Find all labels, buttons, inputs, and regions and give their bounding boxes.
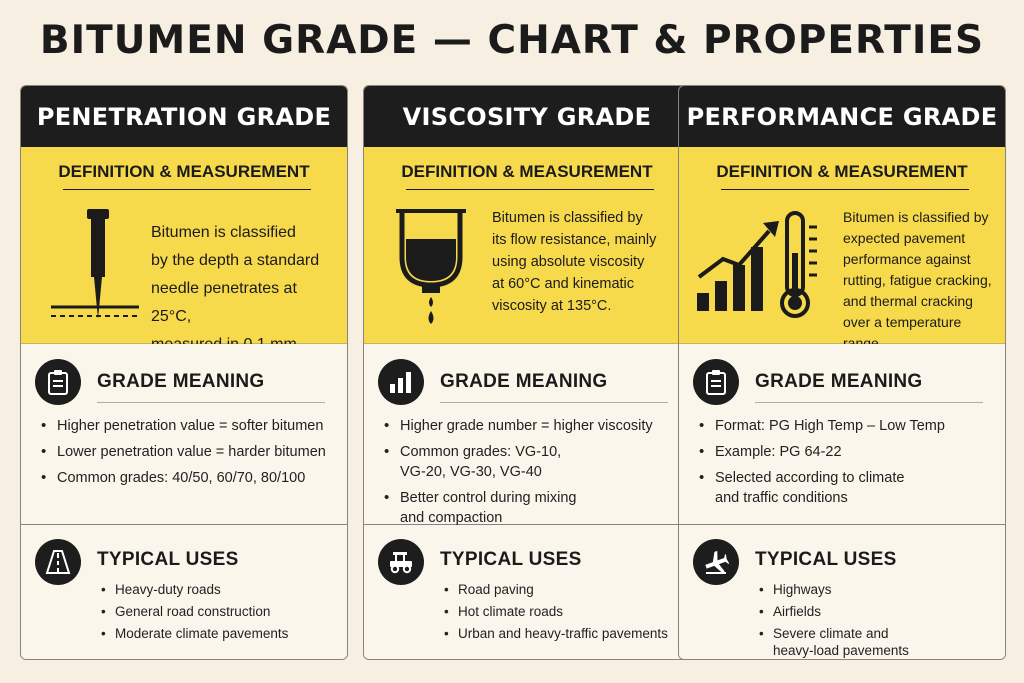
list-item: Highways — [757, 581, 915, 598]
typical-uses-title: TYPICAL USES — [97, 549, 239, 570]
road-icon — [35, 539, 81, 585]
list-item: Moderate climate pavements — [99, 625, 339, 642]
definition-section: DEFINITION & MEASUREMENT Bitumen is clas… — [364, 147, 690, 344]
list-item: Airfields — [757, 603, 915, 620]
typical-uses-list: Highways Airfields Severe climate and he… — [757, 581, 915, 659]
definition-line: and thermal cracking — [843, 293, 973, 309]
grade-meaning-title: GRADE MEANING — [440, 371, 608, 392]
definition-title: DEFINITION & MEASUREMENT — [401, 162, 653, 181]
typical-uses-section: TYPICAL USES Road paving Hot climate roa… — [364, 525, 690, 659]
list-item: Common grades: 40/50, 60/70, 80/100 — [39, 468, 337, 488]
typical-uses-title: TYPICAL USES — [755, 549, 897, 570]
list-item: Heavy-duty roads — [99, 581, 339, 598]
card-performance-grade: PERFORMANCE GRADE DEFINITION & MEASUREME… — [678, 85, 1006, 660]
list-item: Format: PG High Temp – Low Temp — [697, 416, 965, 436]
definition-line: Bitumen is classified — [151, 224, 296, 241]
definition-section: DEFINITION & MEASUREMENT Bitumen is clas… — [679, 147, 1005, 351]
definition-line: Bitumen is classified by — [492, 210, 643, 226]
page-title: BITUMEN GRADE — CHART & PROPERTIES — [39, 18, 985, 63]
list-item: Hot climate roads — [442, 603, 682, 620]
chart-thermometer-icon — [697, 211, 817, 318]
grade-meaning-list: Format: PG High Temp – Low Temp Example:… — [697, 416, 965, 514]
definition-text: Bitumen is classified by its flow resist… — [492, 207, 680, 317]
section-divider — [440, 402, 668, 403]
bar-chart-icon — [378, 359, 424, 405]
definition-line: using absolute viscosity — [492, 254, 645, 270]
list-item: Severe climate and heavy-load pavements — [757, 625, 915, 659]
definition-line: rutting, fatigue cracking, — [843, 272, 992, 288]
list-item: Common grades: VG-10, VG-20, VG-30, VG-4… — [382, 442, 662, 482]
grade-meaning-section: GRADE MEANING Higher grade number = high… — [364, 344, 690, 526]
grade-meaning-section: GRADE MEANING Format: PG High Temp – Low… — [679, 344, 1005, 525]
list-item: Higher grade number = higher viscosity — [382, 416, 662, 436]
definition-text: Bitumen is classified by the depth a sta… — [151, 219, 337, 359]
definition-text: Bitumen is classified by expected paveme… — [843, 207, 1001, 354]
definition-section: DEFINITION & MEASUREMENT Bitumen is clas… — [21, 147, 347, 353]
definition-underline — [406, 189, 654, 190]
typical-uses-section: TYPICAL USES Highways Airfields Severe c… — [679, 525, 1005, 659]
typical-uses-list: Road paving Hot climate roads Urban and … — [442, 581, 682, 647]
typical-uses-list: Heavy-duty roads General road constructi… — [99, 581, 339, 647]
definition-line: at 60°C and kinematic — [492, 276, 635, 292]
definition-title: DEFINITION & MEASUREMENT — [58, 162, 310, 181]
definition-underline — [63, 189, 311, 190]
section-divider — [755, 402, 983, 403]
list-item: Higher penetration value = softer bitume… — [39, 416, 337, 436]
card-header: VISCOSITY GRADE — [364, 86, 690, 147]
definition-line: by the depth a standard — [151, 252, 320, 269]
section-divider — [97, 402, 325, 403]
airplane-icon — [693, 539, 739, 585]
definition-line: needle penetrates at 25°C, — [151, 280, 297, 325]
list-item: General road construction — [99, 603, 339, 620]
definition-title: DEFINITION & MEASUREMENT — [716, 162, 968, 181]
card-header: PERFORMANCE GRADE — [679, 86, 1005, 147]
definition-line: viscosity at 135°C. — [492, 298, 612, 314]
card-header: PENETRATION GRADE — [21, 86, 347, 147]
typical-uses-section: TYPICAL USES Heavy-duty roads General ro… — [21, 525, 347, 659]
list-item: Lower penetration value = harder bitumen — [39, 442, 337, 462]
card-penetration-grade: PENETRATION GRADE DEFINITION & MEASUREME… — [20, 85, 348, 660]
grade-meaning-title: GRADE MEANING — [755, 371, 923, 392]
grade-meaning-section: GRADE MEANING Higher penetration value =… — [21, 344, 347, 525]
grade-meaning-list: Higher grade number = higher viscosity C… — [382, 416, 662, 534]
grade-meaning-list: Higher penetration value = softer bitume… — [39, 416, 337, 494]
definition-line: Bitumen is classified by — [843, 209, 989, 225]
card-viscosity-grade: VISCOSITY GRADE DEFINITION & MEASUREMENT… — [363, 85, 691, 660]
clipboard-icon — [35, 359, 81, 405]
list-item: Road paving — [442, 581, 682, 598]
list-item: Better control during mixing and compact… — [382, 488, 662, 528]
typical-uses-title: TYPICAL USES — [440, 549, 582, 570]
paver-vehicle-icon — [378, 539, 424, 585]
grade-meaning-title: GRADE MEANING — [97, 371, 265, 392]
list-item: Urban and heavy-traffic pavements — [442, 625, 682, 642]
definition-underline — [721, 189, 969, 190]
needle-icon — [51, 209, 139, 319]
definition-line: expected pavement — [843, 230, 966, 246]
clipboard-icon — [693, 359, 739, 405]
viscometer-funnel-icon — [396, 209, 466, 324]
definition-line: its flow resistance, mainly — [492, 232, 657, 248]
list-item: Example: PG 64-22 — [697, 442, 965, 462]
list-item: Selected according to climate and traffi… — [697, 468, 965, 508]
definition-line: performance against — [843, 251, 971, 267]
